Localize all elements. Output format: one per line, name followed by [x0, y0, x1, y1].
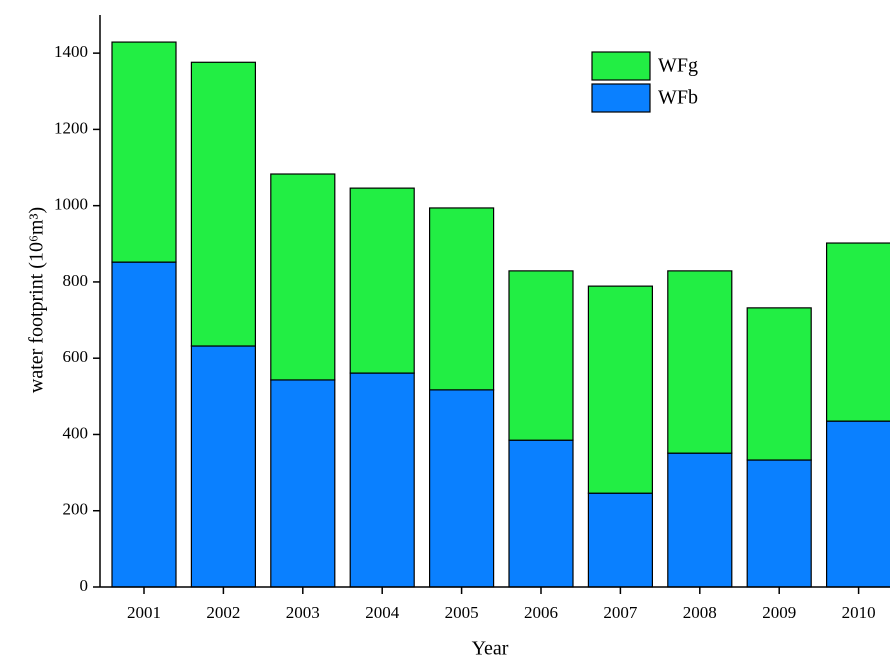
x-tick-label: 2001: [127, 603, 161, 622]
y-tick-label: 0: [80, 576, 89, 595]
bar-segment: [667, 270, 733, 454]
x-tick-label: 2010: [842, 603, 876, 622]
y-tick-label: 1200: [54, 118, 88, 137]
bar-segment: [508, 270, 574, 441]
y-axis-label: water footprint (10⁶m³): [26, 207, 48, 393]
y-tick-label: 1400: [54, 42, 88, 61]
bar-segment: [746, 459, 812, 588]
bar-segment: [508, 439, 574, 588]
y-tick-label: 600: [63, 347, 89, 366]
legend-label: WFb: [658, 87, 698, 109]
bar-segment: [190, 61, 256, 347]
bar-segment: [825, 420, 890, 588]
y-tick-label: 400: [63, 423, 89, 442]
y-tick-label: 200: [63, 500, 89, 519]
x-tick-label: 2009: [762, 603, 796, 622]
bar-segment: [587, 285, 654, 494]
bar-segment: [190, 345, 256, 588]
x-tick-label: 2006: [524, 603, 558, 622]
x-tick-label: 2003: [286, 603, 320, 622]
bar-segment: [667, 452, 733, 588]
x-tick-label: 2007: [603, 603, 638, 622]
bar-segment: [349, 372, 415, 588]
legend-swatch: [591, 83, 651, 113]
bar-segment: [349, 187, 415, 374]
bar-segment: [429, 207, 495, 391]
bar-segment: [429, 389, 495, 588]
bar-segment: [587, 492, 654, 588]
bar-segment: [746, 307, 812, 461]
bar-segment: [111, 41, 177, 263]
x-tick-label: 2004: [365, 603, 400, 622]
x-tick-label: 2008: [683, 603, 717, 622]
x-tick-label: 2002: [206, 603, 240, 622]
legend-swatch: [591, 51, 651, 81]
x-tick-label: 2005: [445, 603, 479, 622]
legend-label: WFg: [658, 55, 698, 77]
bar-segment: [270, 379, 336, 588]
bar-segment: [825, 242, 890, 422]
x-axis-label: Year: [472, 638, 509, 660]
bar-segment: [111, 261, 177, 588]
y-tick-label: 800: [63, 271, 89, 290]
y-tick-label: 1000: [54, 195, 88, 214]
bar-segment: [270, 173, 336, 381]
